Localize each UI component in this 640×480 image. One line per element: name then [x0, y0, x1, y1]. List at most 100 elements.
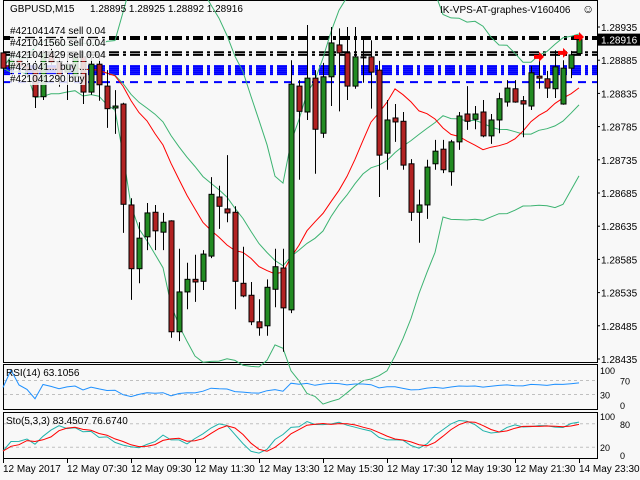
- candle-body: [352, 56, 359, 87]
- candle-body: [568, 54, 575, 69]
- candle-body: [112, 105, 119, 109]
- candle: [440, 139, 447, 174]
- candle: [272, 248, 279, 308]
- candle: [232, 206, 239, 310]
- stochastic-panel-border: [3, 412, 598, 459]
- candle-body: [376, 69, 383, 156]
- candle: [176, 248, 183, 342]
- candle: [200, 250, 207, 290]
- candle-body: [480, 111, 487, 137]
- candle: [560, 60, 567, 105]
- candle: [416, 189, 423, 243]
- candle-body: [184, 278, 191, 293]
- chart-symbol-timeframe: GBPUSD,M15: [10, 4, 75, 15]
- candle: [192, 254, 199, 302]
- candle-body: [224, 208, 231, 214]
- candle-body: [144, 212, 151, 238]
- candle-body: [368, 56, 375, 73]
- y-axis-label: 1.28785: [601, 123, 638, 134]
- rsi-axis-label: 100: [600, 366, 615, 376]
- candle: [112, 90, 119, 134]
- candle-body: [536, 75, 543, 79]
- candle: [376, 60, 383, 197]
- candle-body: [264, 286, 271, 327]
- rsi-label: RSI(14) 63.1056: [6, 368, 80, 379]
- candle-body: [280, 267, 287, 309]
- candle-body: [152, 211, 159, 232]
- candle: [480, 100, 487, 138]
- candle-body: [456, 115, 463, 143]
- candle-body: [248, 294, 255, 323]
- candle-body: [320, 76, 327, 134]
- candle: [304, 25, 311, 120]
- candle: [336, 28, 343, 112]
- y-axis-label: 1.28835: [601, 89, 638, 100]
- candle: [96, 56, 103, 101]
- candle-body: [176, 291, 183, 333]
- candle: [472, 106, 479, 130]
- order-label: #421041429 sell 0.04: [10, 49, 106, 61]
- candle-body: [88, 63, 95, 93]
- candle: [512, 80, 519, 103]
- candle-body: [256, 321, 263, 329]
- candle: [248, 281, 255, 326]
- candle-body: [416, 204, 423, 213]
- candle: [520, 96, 527, 138]
- smiley-face-icon: ☺: [582, 2, 595, 16]
- candle-body: [312, 77, 319, 130]
- candle-body: [496, 98, 503, 121]
- y-axis-label: 1.28485: [601, 322, 638, 333]
- candle-body: [440, 148, 447, 171]
- candle: [360, 38, 367, 83]
- candle: [320, 62, 327, 138]
- candle: [312, 70, 319, 174]
- candle: [352, 27, 359, 89]
- candle: [256, 299, 263, 336]
- candle-body: [400, 120, 407, 166]
- candle: [216, 185, 223, 229]
- candle-body: [104, 85, 111, 110]
- time-axis-label: 14 May 23:30: [579, 464, 640, 475]
- main-panel-border: [3, 0, 598, 363]
- candle: [464, 86, 471, 130]
- candle: [88, 56, 95, 95]
- candle-body: [232, 211, 239, 282]
- candle: [104, 70, 111, 128]
- candle-body: [488, 119, 495, 137]
- rsi-axis-label: 70: [620, 377, 630, 387]
- time-axis-label: 12 May 21:30: [515, 464, 576, 475]
- stochastic-axis-label: 80: [620, 420, 630, 430]
- candle-body: [288, 83, 295, 311]
- order-label: #421041290 buy: [10, 73, 85, 85]
- candle: [296, 80, 303, 180]
- candle: [392, 104, 399, 142]
- y-axis-label: 1.28685: [601, 189, 638, 200]
- candle: [0, 50, 7, 71]
- current-price-box: [598, 33, 640, 46]
- candle: [424, 159, 431, 219]
- rsi-axis-label: 30: [600, 391, 610, 401]
- candle: [120, 102, 127, 233]
- time-axis-label: 12 May 15:30: [323, 464, 384, 475]
- candle-body: [304, 77, 311, 113]
- candle-body: [192, 278, 199, 283]
- rsi-axis-label: 0: [620, 401, 625, 411]
- current-price-label: 1.28916: [601, 36, 638, 47]
- candle: [496, 92, 503, 134]
- candle-body: [136, 237, 143, 270]
- candle-body: [512, 88, 519, 103]
- candle: [408, 159, 415, 221]
- time-axis-label: 12 May 07:30: [67, 464, 128, 475]
- candle: [280, 248, 287, 352]
- candle: [552, 50, 559, 99]
- candle: [128, 198, 135, 300]
- time-axis-label: 12 May 2017: [3, 464, 61, 475]
- candle-body: [120, 103, 127, 205]
- candle: [328, 27, 335, 107]
- candle-body: [328, 42, 335, 78]
- time-axis-label: 12 May 11:30: [195, 464, 255, 475]
- stochastic-axis-label: 0: [620, 451, 625, 461]
- candle-body: [560, 67, 567, 105]
- candle: [288, 60, 295, 314]
